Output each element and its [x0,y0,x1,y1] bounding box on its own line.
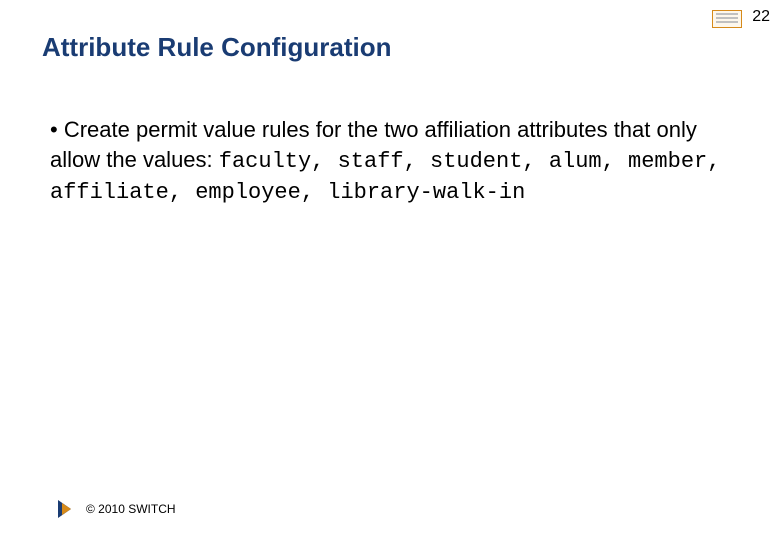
header-logo-box [712,10,742,28]
bullet-marker: • [50,117,64,142]
slide-number: 22 [752,8,770,26]
slide-footer: © 2010 SWITCH [58,500,176,518]
slide-title: Attribute Rule Configuration [42,32,392,63]
slide-body: • Create permit value rules for the two … [50,115,740,208]
copyright-text: © 2010 SWITCH [86,502,176,516]
decorative-line [716,17,738,19]
bullet-item: • Create permit value rules for the two … [50,115,740,208]
decorative-line [716,13,738,15]
decorative-line [716,21,738,23]
switch-logo-icon [58,500,76,518]
logo-triangle-gold [62,503,71,515]
